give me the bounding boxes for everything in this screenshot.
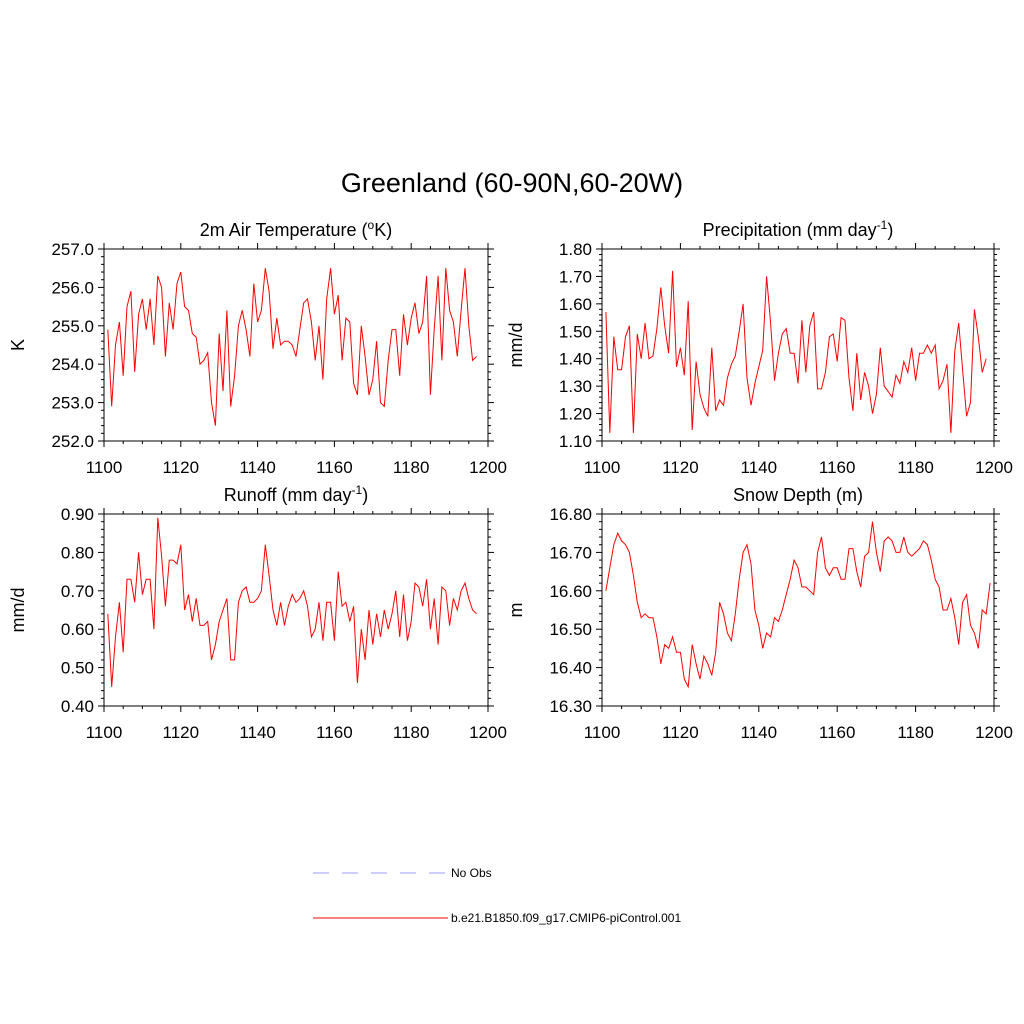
x-tick-label: 1120: [662, 458, 699, 477]
plot-frame: [103, 513, 489, 707]
y-tick-label: 0.40: [61, 697, 94, 716]
x-tick-label: 1100: [584, 458, 621, 477]
y-tick-label: 0.70: [61, 582, 94, 601]
y-tick-label: 1.30: [559, 377, 592, 396]
y-tick-label: 256.0: [51, 278, 94, 297]
x-tick-label: 1180: [393, 458, 430, 477]
series-line: [605, 270, 987, 433]
chart-title: Snow Depth (m): [733, 485, 863, 505]
chart-title: Runoff (mm day-1): [224, 483, 368, 505]
legend-model-label: b.e21.B1850.f09_g17.CMIP6-piControl.001: [451, 911, 681, 925]
y-axis-label: mm/d: [8, 588, 28, 633]
y-tick-label: 0.50: [61, 659, 94, 678]
y-tick-label: 0.60: [61, 620, 94, 639]
chart-panel-1: 2m Air Temperature (oK) K 252.0 253.0 254.0 2…: [8, 218, 507, 477]
x-tick-label: 1140: [741, 458, 778, 477]
x-tick-label: 1180: [393, 723, 430, 742]
x-tick-label: 1100: [86, 458, 123, 477]
x-tick-label: 1120: [163, 723, 200, 742]
x-tick-label: 1160: [316, 458, 353, 477]
x-tick-label: 1200: [975, 458, 1013, 477]
y-tick-label: 0.80: [61, 543, 94, 562]
y-tick-label: 1.60: [559, 295, 592, 314]
x-tick-label: 1200: [469, 458, 507, 477]
y-tick-label: 16.40: [549, 659, 592, 678]
y-tick-label: 16.80: [549, 505, 592, 524]
x-tick-label: 1140: [239, 723, 276, 742]
legend-obs-label: No Obs: [451, 866, 492, 880]
x-tick-label: 1100: [584, 723, 621, 742]
page-title: Greenland (60-90N,60-20W): [340, 168, 684, 198]
x-tick-label: 1160: [819, 458, 856, 477]
x-tick-label: 1180: [897, 458, 934, 477]
series-line: [107, 268, 477, 426]
series-line: [107, 517, 477, 687]
x-tick-label: 1140: [741, 723, 778, 742]
chart-panel-4: Snow Depth (m) m 16.30 16.40 16.50 16.60 16.70…: [506, 485, 1013, 742]
chart-title: 2m Air Temperature (oK): [200, 218, 392, 240]
plot-frame: [601, 513, 995, 707]
x-tick-label: 1160: [316, 723, 353, 742]
x-tick-label: 1160: [819, 723, 856, 742]
y-axis-label: m: [506, 603, 526, 618]
y-tick-label: 1.50: [559, 322, 592, 341]
y-axis-label: K: [8, 339, 28, 351]
x-tick-label: 1120: [662, 723, 699, 742]
y-tick-label: 0.90: [61, 505, 94, 524]
series-line: [605, 521, 991, 689]
y-tick-label: 1.10: [559, 432, 592, 451]
plot-frame: [103, 248, 489, 442]
legend: No Obs b.e21.B1850.f09_g17.CMIP6-piContr…: [313, 866, 681, 925]
x-tick-label: 1100: [86, 723, 123, 742]
panels-group: 2m Air Temperature (oK) K 252.0 253.0 254.0 2…: [8, 218, 1013, 742]
y-axis-label: mm/d: [506, 323, 526, 368]
y-tick-label: 252.0: [51, 432, 94, 451]
y-tick-label: 1.80: [559, 240, 592, 259]
y-tick-label: 255.0: [51, 317, 94, 336]
chart-title: Precipitation (mm day-1): [703, 218, 894, 240]
x-tick-label: 1200: [469, 723, 507, 742]
y-tick-label: 254.0: [51, 355, 94, 374]
y-tick-label: 16.50: [549, 620, 592, 639]
x-tick-label: 1180: [897, 723, 934, 742]
x-tick-label: 1200: [975, 723, 1013, 742]
chart-panel-2: Precipitation (mm day-1) mm/d 1.10 1.20 1.30…: [506, 218, 1013, 477]
y-tick-label: 16.60: [549, 582, 592, 601]
x-tick-label: 1140: [239, 458, 276, 477]
y-tick-label: 16.30: [549, 697, 592, 716]
y-tick-label: 1.20: [559, 405, 592, 424]
y-tick-label: 1.40: [559, 350, 592, 369]
x-tick-label: 1120: [163, 458, 200, 477]
y-tick-label: 16.70: [549, 543, 592, 562]
chart-panel-3: Runoff (mm day-1) mm/d 0.40 0.50 0.60 0.70 0.8…: [8, 483, 507, 742]
y-tick-label: 253.0: [51, 394, 94, 413]
y-tick-label: 1.70: [559, 267, 592, 286]
y-tick-label: 257.0: [51, 240, 94, 259]
